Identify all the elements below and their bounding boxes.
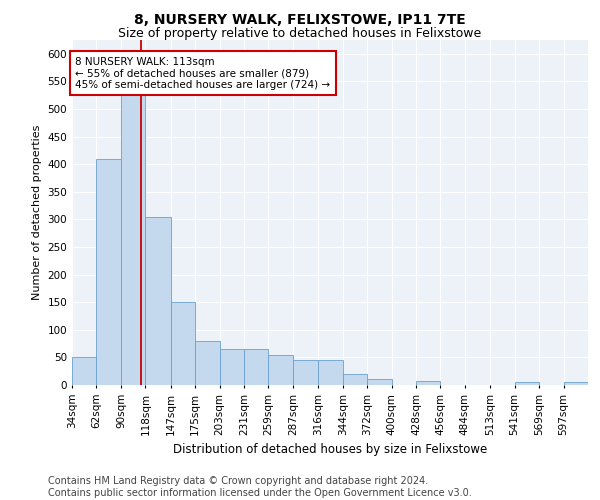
Bar [145,216,170,385]
Bar [121,70,145,385]
Text: Contains HM Land Registry data © Crown copyright and database right 2024.
Contai: Contains HM Land Registry data © Crown c… [48,476,472,498]
Bar [220,349,244,385]
Bar [367,380,392,385]
Text: 8 NURSERY WALK: 113sqm
← 55% of detached houses are smaller (879)
45% of semi-de: 8 NURSERY WALK: 113sqm ← 55% of detached… [76,56,331,90]
Text: Size of property relative to detached houses in Felixstowe: Size of property relative to detached ho… [118,28,482,40]
X-axis label: Distribution of detached houses by size in Felixstowe: Distribution of detached houses by size … [173,443,487,456]
Bar [343,374,367,385]
Bar [563,382,588,385]
Bar [268,354,293,385]
Bar [170,302,195,385]
Bar [72,358,97,385]
Y-axis label: Number of detached properties: Number of detached properties [32,125,42,300]
Bar [416,380,440,385]
Text: 8, NURSERY WALK, FELIXSTOWE, IP11 7TE: 8, NURSERY WALK, FELIXSTOWE, IP11 7TE [134,12,466,26]
Bar [293,360,318,385]
Bar [195,341,220,385]
Bar [97,158,121,385]
Bar [515,382,539,385]
Bar [244,349,268,385]
Bar [318,360,343,385]
